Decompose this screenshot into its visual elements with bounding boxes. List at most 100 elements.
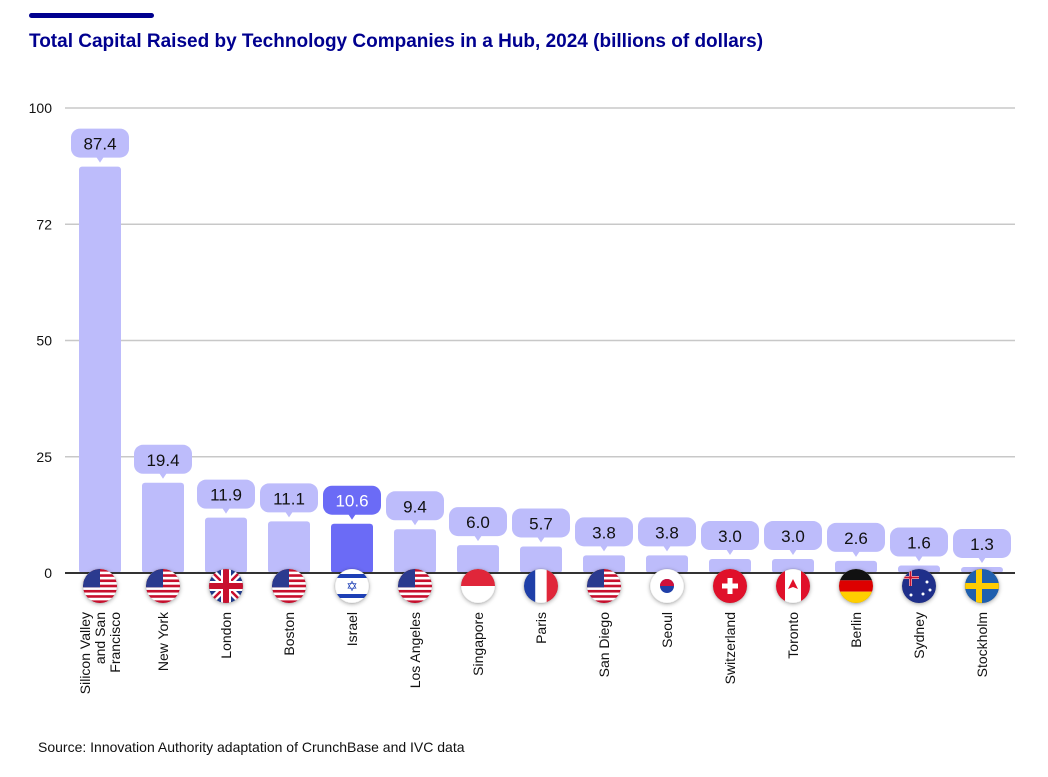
value-label-bubble: 3.0	[764, 521, 822, 556]
x-tick-label: Boston	[281, 612, 297, 656]
flag-part	[921, 592, 925, 596]
value-label: 3.0	[781, 527, 805, 546]
value-label-bubble: 3.8	[575, 517, 633, 552]
flag-part	[83, 589, 117, 593]
value-label: 1.6	[907, 534, 931, 553]
bar	[331, 523, 373, 573]
flag-au-icon	[902, 569, 936, 603]
x-tick-label: New York	[155, 611, 171, 671]
y-tick-label: 72	[36, 216, 52, 232]
bubble-pointer	[537, 536, 545, 543]
flag-border	[838, 568, 874, 604]
value-label: 11.1	[273, 489, 305, 508]
flag-part	[335, 594, 369, 598]
value-label: 3.0	[718, 527, 742, 546]
flag-uk-icon	[209, 569, 243, 603]
flag-part	[909, 593, 913, 597]
value-label-bubble: 3.0	[701, 521, 759, 556]
flag-part	[83, 600, 117, 603]
bubble-pointer	[96, 156, 104, 163]
x-tick-label: Sydney	[911, 612, 927, 659]
x-tick-label: Los Angeles	[407, 612, 423, 688]
bubble-bg	[512, 508, 570, 538]
bar	[520, 546, 562, 573]
flag-us-icon	[146, 569, 180, 603]
flag-part	[461, 586, 495, 603]
x-tick-label: Silicon Valley	[77, 612, 93, 694]
bar	[457, 545, 499, 573]
bubble-bg	[890, 527, 948, 557]
flag-part	[587, 600, 621, 603]
value-label-bubble: 10.6	[323, 485, 381, 520]
flag-part	[146, 600, 180, 603]
bar	[268, 521, 310, 573]
flag-part	[524, 569, 536, 603]
value-label-bubble: 19.4	[134, 444, 192, 479]
bubble-pointer	[348, 513, 356, 520]
bubble-pointer	[159, 472, 167, 479]
bar	[646, 555, 688, 573]
flag-border	[397, 568, 433, 604]
flag-ch-icon	[713, 569, 747, 603]
x-tick-label: and San	[92, 612, 108, 664]
flag-border	[964, 568, 1000, 604]
flag-border	[271, 568, 307, 604]
flag-part	[839, 569, 873, 581]
flag-part	[587, 595, 621, 598]
source-note: Source: Innovation Authority adaptation …	[38, 739, 465, 755]
flag-border	[523, 568, 559, 604]
bubble-bg	[449, 507, 507, 537]
flag-part	[209, 583, 243, 589]
bubble-bg	[764, 521, 822, 551]
x-tick-label: San Diego	[596, 612, 612, 678]
value-label: 10.6	[335, 492, 368, 511]
bubble-pointer	[600, 545, 608, 552]
flag-part	[801, 569, 810, 603]
flag-part	[398, 600, 432, 603]
bubble-bg	[134, 444, 192, 474]
value-label: 19.4	[146, 451, 179, 470]
x-tick-label: Francisco	[107, 612, 123, 673]
x-tick-label: Stockholm	[974, 612, 990, 677]
flag-part	[928, 588, 932, 592]
x-tick-label: London	[218, 612, 234, 659]
flag-part	[722, 583, 738, 589]
bubble-pointer	[852, 550, 860, 557]
flag-kr-icon	[650, 569, 684, 603]
y-tick-label: 25	[36, 449, 52, 465]
flag-part	[146, 595, 180, 598]
bubble-bg	[323, 485, 381, 515]
x-tick-label: Switzerland	[722, 612, 738, 684]
flag-part	[83, 595, 117, 598]
flag-de-icon	[839, 569, 873, 603]
flag-part	[660, 579, 674, 586]
flag-border	[901, 568, 937, 604]
bubble-bg	[575, 517, 633, 547]
flag-il-icon: ✡	[335, 569, 369, 603]
flag-part	[909, 569, 912, 586]
bar	[142, 482, 184, 573]
flag-part	[272, 600, 306, 603]
value-label: 5.7	[529, 514, 553, 533]
flag-part	[546, 569, 558, 603]
flag-part: ✡	[346, 578, 358, 594]
bubble-bg	[638, 517, 696, 547]
flag-border	[775, 568, 811, 604]
flag-part	[535, 569, 547, 603]
bubble-bg	[827, 522, 885, 552]
value-label-bubble: 1.6	[890, 527, 948, 562]
value-label-bubble: 2.6	[827, 522, 885, 557]
value-label-bubble: 11.1	[260, 483, 318, 518]
flag-border	[649, 568, 685, 604]
bar	[835, 560, 877, 573]
flag-part	[925, 580, 929, 584]
value-label-bubble: 1.3	[953, 528, 1011, 563]
chart-title: Total Capital Raised by Technology Compa…	[29, 31, 764, 52]
value-label: 1.3	[970, 535, 994, 554]
value-label-bubble: 5.7	[512, 508, 570, 543]
flag-part	[587, 589, 621, 593]
flag-us-icon	[272, 569, 306, 603]
bar	[394, 529, 436, 573]
flag-border	[145, 568, 181, 604]
